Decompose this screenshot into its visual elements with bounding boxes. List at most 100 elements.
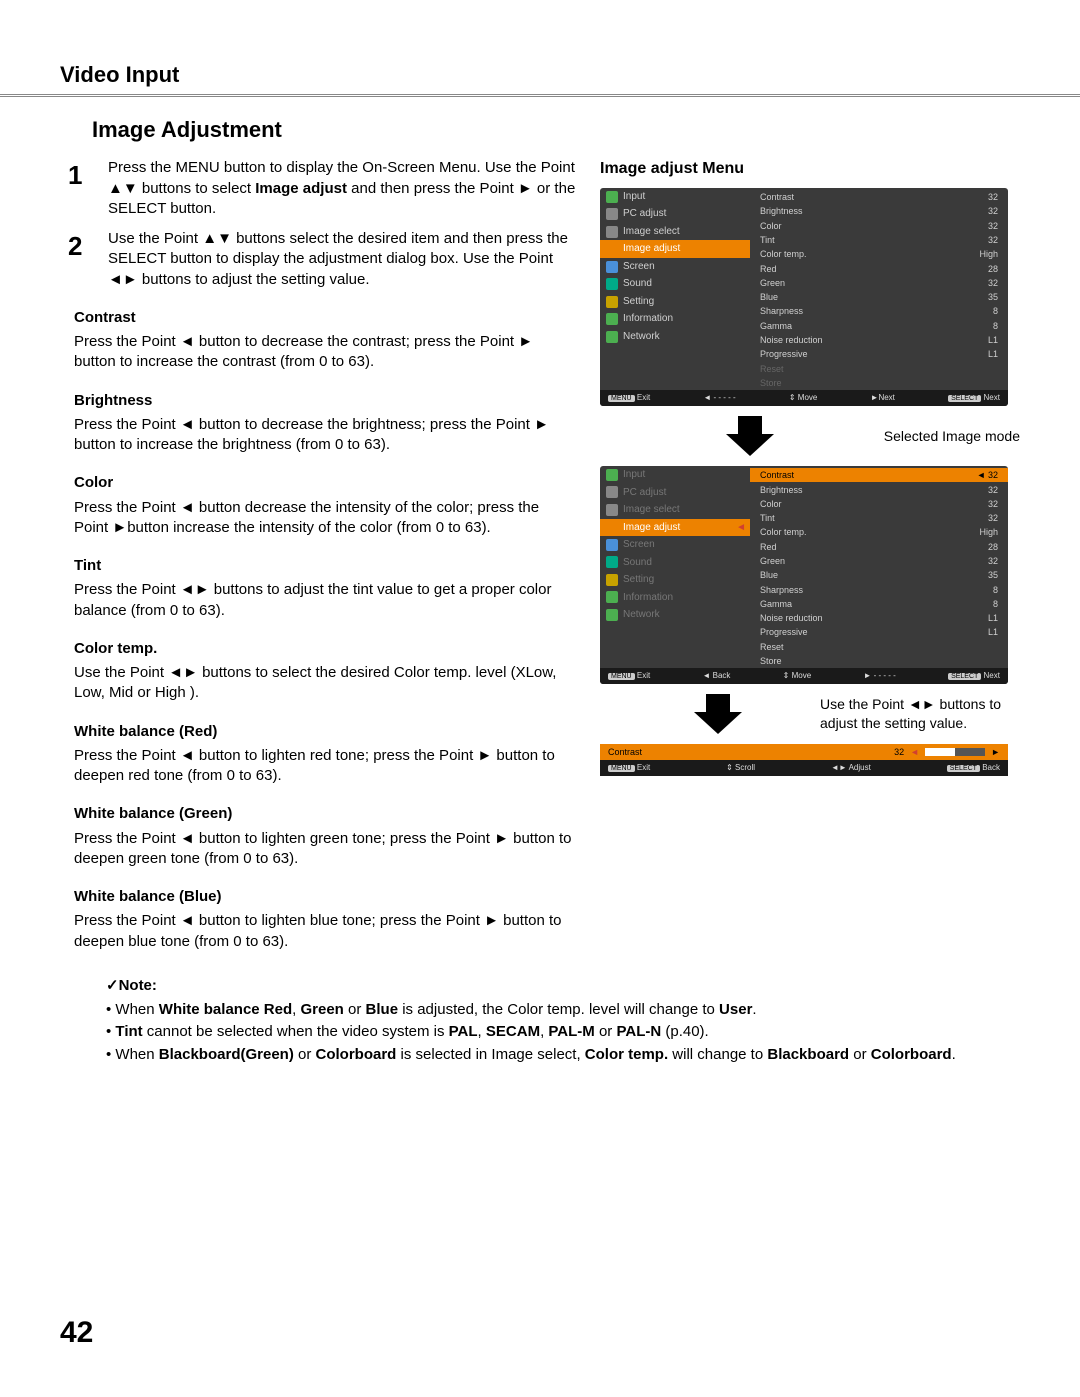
menu-icon: [606, 278, 618, 290]
step-body: Use the Point ▲▼ buttons select the desi…: [108, 229, 576, 290]
menu-icon: [606, 261, 618, 273]
item-body: Press the Point ◄ button decrease the in…: [74, 498, 576, 539]
item-body: Press the Point ◄ button to decrease the…: [74, 415, 576, 456]
note-item: When White balance Red, Green or Blue is…: [106, 1000, 1020, 1020]
note-item: Tint cannot be selected when the video s…: [106, 1022, 1020, 1042]
step: 1 Press the MENU button to display the O…: [68, 158, 576, 219]
menu-item: Input: [600, 466, 750, 484]
item-heading: Brightness: [74, 391, 576, 411]
osd-footer-2: MENU Exit ◄ Back ⇕ Move ► - - - - - SELE…: [600, 668, 1008, 684]
item-heading: White balance (Blue): [74, 887, 576, 907]
page-number: 42: [60, 1313, 93, 1354]
menu-item: Information: [600, 589, 750, 607]
param-row: Brightness32: [750, 482, 1008, 496]
item-body: Use the Point ◄► buttons to select the d…: [74, 663, 576, 704]
menu-item: Sound: [600, 554, 750, 572]
main-title: Image Adjustment: [92, 115, 1020, 145]
param-row: Contrast◄ 32: [750, 468, 1008, 482]
caption-1: Selected Image mode: [884, 427, 1020, 446]
menu-icon: [606, 504, 618, 516]
param-row: Brightness32: [750, 204, 1008, 218]
menu-icon: [606, 556, 618, 568]
menu-item: Network: [600, 328, 750, 346]
menu-item: Network: [600, 606, 750, 624]
param-row: Color temp.High: [750, 247, 1008, 261]
param-row: Store: [750, 376, 1008, 390]
item-body: Press the Point ◄ button to lighten gree…: [74, 829, 576, 870]
menu-item: Input: [600, 188, 750, 206]
menu-icon: [606, 521, 618, 533]
menu-icon: [606, 226, 618, 238]
param-row: Red28: [750, 540, 1008, 554]
param-row: ProgressiveL1: [750, 625, 1008, 639]
param-row: Tint32: [750, 511, 1008, 525]
step: 2 Use the Point ▲▼ buttons select the de…: [68, 229, 576, 290]
note-block: ✓Note: When White balance Red, Green or …: [106, 976, 1020, 1065]
down-arrow-icon: [694, 694, 742, 734]
menu-icon: [606, 296, 618, 308]
menu-icon: [606, 574, 618, 586]
param-row: Color32: [750, 219, 1008, 233]
step-number: 1: [68, 158, 96, 219]
osd-footer-1: MENU Exit ◄ - - - - - ⇕ Move ►Next SELEC…: [600, 390, 1008, 406]
caption-2: Use the Point ◄► buttons to adjust the s…: [820, 695, 1020, 733]
item-body: Press the Point ◄ button to lighten red …: [74, 746, 576, 787]
right-column: Image adjust Menu Input PC adjust Image …: [600, 158, 1020, 952]
item-heading: Contrast: [74, 308, 576, 328]
menu-icon: [606, 313, 618, 325]
osd-menu-2: InputPC adjustImage selectImage adjust◄S…: [600, 466, 1008, 684]
menu-item: PC adjust: [600, 484, 750, 502]
adjust-bar: Contrast 32 ◄ ►: [600, 744, 1008, 760]
menu-item-active: Image adjust◄: [600, 519, 750, 537]
menu-icon: [606, 469, 618, 481]
menu-icon: [606, 243, 618, 255]
left-column: 1 Press the MENU button to display the O…: [60, 158, 576, 952]
section-title: Video Input: [60, 60, 1020, 90]
menu-icon: [606, 609, 618, 621]
item-body: Press the Point ◄ button to decrease the…: [74, 332, 576, 373]
param-row: Store: [750, 654, 1008, 668]
menu-item: Image select: [600, 501, 750, 519]
param-row: Tint32: [750, 233, 1008, 247]
step-number: 2: [68, 229, 96, 290]
note-item: When Blackboard(Green) or Colorboard is …: [106, 1045, 1020, 1065]
item-heading: Color temp.: [74, 639, 576, 659]
osd-menu-1: Input PC adjust Image select Image adjus…: [600, 188, 1008, 406]
menu-icon: [606, 331, 618, 343]
menu-item: Image adjust ►: [600, 240, 750, 258]
param-row: Sharpness8: [750, 304, 1008, 318]
menu-icon: [606, 539, 618, 551]
adjust-footer: MENU Exit ⇕ Scroll ◄► Adjust SELECT Back: [600, 760, 1008, 776]
param-row: Sharpness8: [750, 583, 1008, 597]
param-row: Noise reductionL1: [750, 333, 1008, 347]
step-body: Press the MENU button to display the On-…: [108, 158, 576, 219]
item-heading: White balance (Green): [74, 804, 576, 824]
menu-icon: [606, 486, 618, 498]
param-row: Red28: [750, 261, 1008, 275]
down-arrow-icon: [726, 416, 774, 456]
item-heading: Tint: [74, 556, 576, 576]
menu-icon: [606, 191, 618, 203]
menu-item: Screen: [600, 258, 750, 276]
menu-item: Screen: [600, 536, 750, 554]
menu-item: PC adjust: [600, 205, 750, 223]
right-title: Image adjust Menu: [600, 158, 1020, 180]
param-row: Blue35: [750, 568, 1008, 582]
param-row: Color temp.High: [750, 525, 1008, 539]
divider: [0, 94, 1080, 97]
param-row: ProgressiveL1: [750, 347, 1008, 361]
param-row: Green32: [750, 554, 1008, 568]
item-body: Press the Point ◄ button to lighten blue…: [74, 911, 576, 952]
menu-icon: [606, 591, 618, 603]
menu-item: Setting: [600, 293, 750, 311]
item-body: Press the Point ◄► buttons to adjust the…: [74, 580, 576, 621]
menu-item: Sound: [600, 275, 750, 293]
menu-icon: [606, 208, 618, 220]
param-row: Gamma8: [750, 597, 1008, 611]
param-row: Reset: [750, 640, 1008, 654]
param-row: Contrast32: [750, 190, 1008, 204]
param-row: Color32: [750, 497, 1008, 511]
menu-item: Setting: [600, 571, 750, 589]
item-heading: Color: [74, 473, 576, 493]
param-row: Gamma8: [750, 319, 1008, 333]
